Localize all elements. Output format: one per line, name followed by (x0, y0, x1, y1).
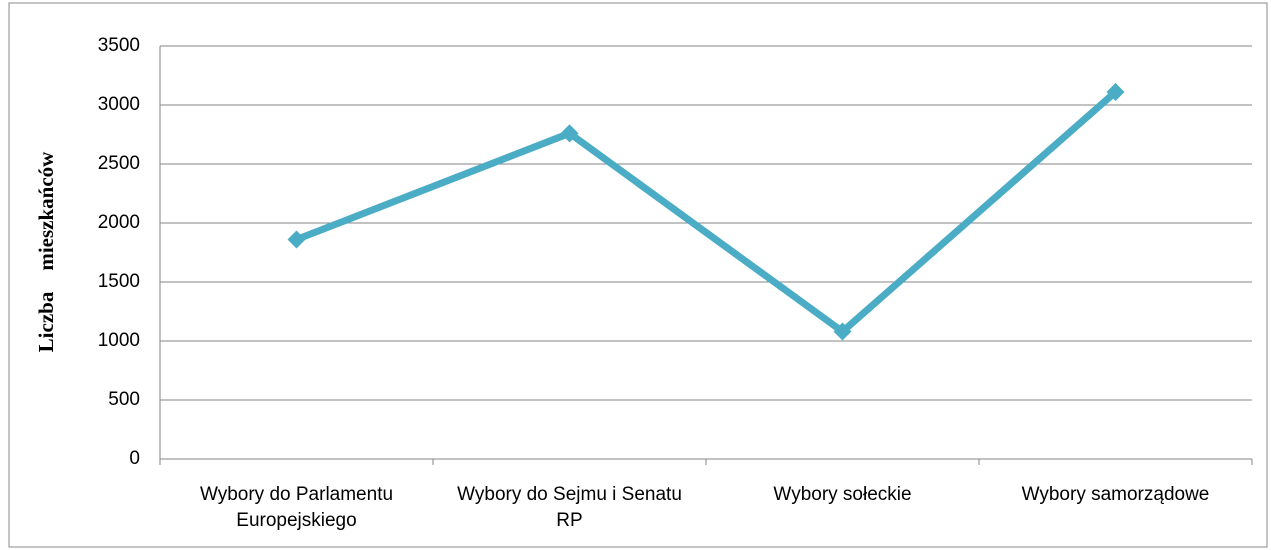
x-tick-label: Wybory do Parlamentu Europejskiego (199, 484, 394, 531)
data-marker (1106, 83, 1125, 102)
data-marker (560, 124, 579, 143)
chart-border (8, 2, 1268, 548)
y-tick-label: 1500 (98, 271, 140, 292)
y-tick-label: 3500 (98, 35, 140, 56)
data-marker (833, 322, 852, 341)
y-tick-label: 1000 (98, 330, 140, 351)
x-tick-label: Wybory samorządowe (1021, 484, 1210, 505)
y-tick-label: 500 (108, 389, 140, 410)
y-axis-label: Liczba mieszkańców (34, 151, 58, 352)
x-tick-label: Wybory sołeckie (773, 484, 912, 505)
y-tick-label: 2500 (98, 153, 140, 174)
x-tick-label: Wybory do Sejmu i Senatu RP (457, 484, 682, 531)
y-tick-label: 3000 (98, 94, 140, 115)
data-marker (287, 230, 306, 249)
y-tick-label: 0 (129, 448, 140, 469)
data-line (295, 89, 1118, 336)
y-tick-label: 2000 (98, 212, 140, 233)
